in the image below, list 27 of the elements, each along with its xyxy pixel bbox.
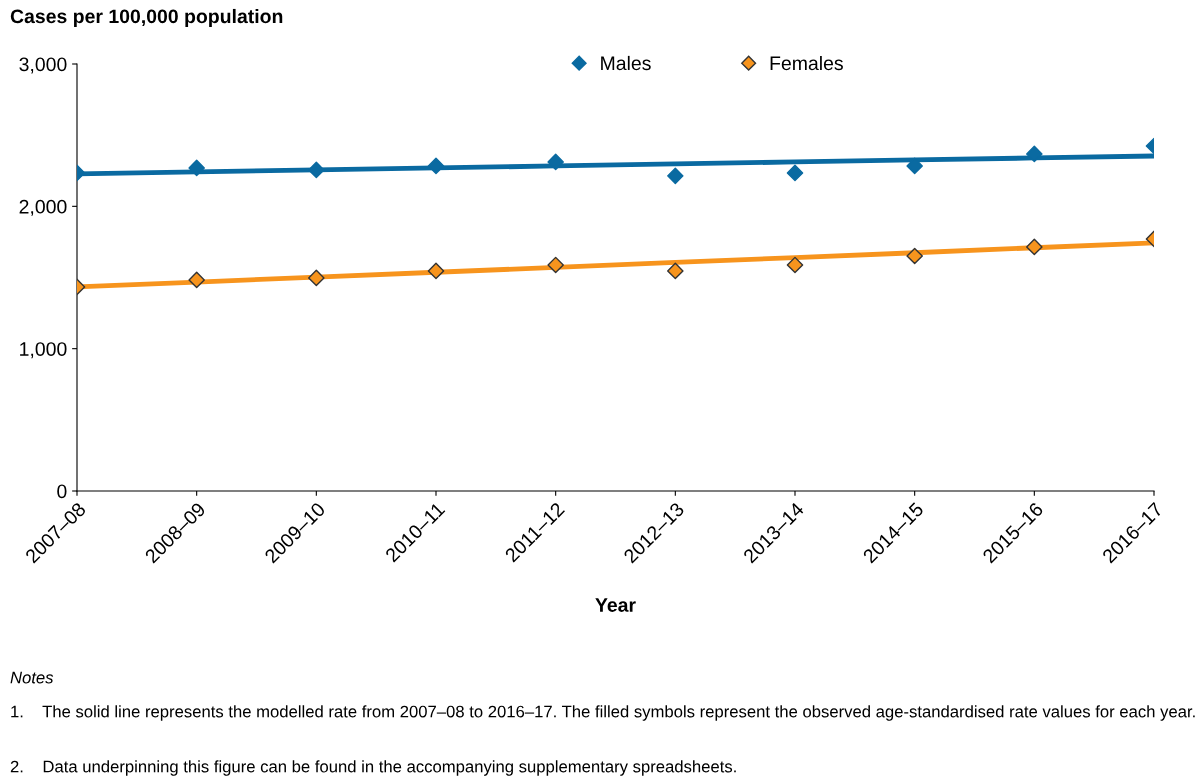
text: 1. The solid line represents the modelled rate from 2007–08 to 2016–17. The filled symbols represent the observed age-standardised rate values for each year. [11,705,1195,721]
point [308,161,325,179]
point [188,159,205,177]
point [786,164,804,182]
point [786,256,804,274]
point [427,262,445,280]
legend-label: Females [770,55,843,71]
y-axis-title: Cases per 100,000 population [10,8,283,28]
point [1026,145,1043,163]
legend-label: Males [601,55,651,71]
point [308,269,325,287]
text: 2. Data underpinning this figure can be found in the accompanying supplementary spreadsheets. [10,760,736,776]
point [906,157,923,175]
x-axis-title: Year [595,598,636,612]
text: Notes [10,671,54,684]
point [547,153,564,171]
y-tick-label: 1,000 [20,342,67,359]
point [667,167,684,185]
point [667,262,684,280]
point [547,256,564,274]
point [188,271,205,289]
point [906,247,923,265]
y-tick-label: 2,000 [19,199,67,216]
point [1026,238,1043,256]
point [427,157,445,175]
y-tick-label: 3,000 [19,57,67,74]
y-tick-label: 0 [57,484,67,499]
